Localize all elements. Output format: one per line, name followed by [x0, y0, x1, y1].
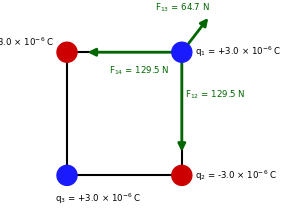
- Circle shape: [172, 165, 192, 185]
- Circle shape: [57, 42, 77, 62]
- Text: q$_4$ = -3.0 × 10$^{-6}$ C: q$_4$ = -3.0 × 10$^{-6}$ C: [0, 36, 55, 50]
- Text: q$_1$ = +3.0 × 10$^{-6}$ C: q$_1$ = +3.0 × 10$^{-6}$ C: [195, 45, 281, 59]
- Text: F$_{14}$ = 129.5 N: F$_{14}$ = 129.5 N: [109, 65, 169, 77]
- Circle shape: [57, 165, 77, 185]
- Text: q$_2$ = -3.0 × 10$^{-6}$ C: q$_2$ = -3.0 × 10$^{-6}$ C: [195, 168, 278, 183]
- Text: F$_{12}$ = 129.5 N: F$_{12}$ = 129.5 N: [185, 89, 246, 101]
- Text: F$_{13}$ = 64.7 N: F$_{13}$ = 64.7 N: [155, 1, 209, 14]
- Circle shape: [172, 42, 192, 62]
- Text: q$_3$ = +3.0 × 10$^{-6}$ C: q$_3$ = +3.0 × 10$^{-6}$ C: [55, 192, 141, 206]
